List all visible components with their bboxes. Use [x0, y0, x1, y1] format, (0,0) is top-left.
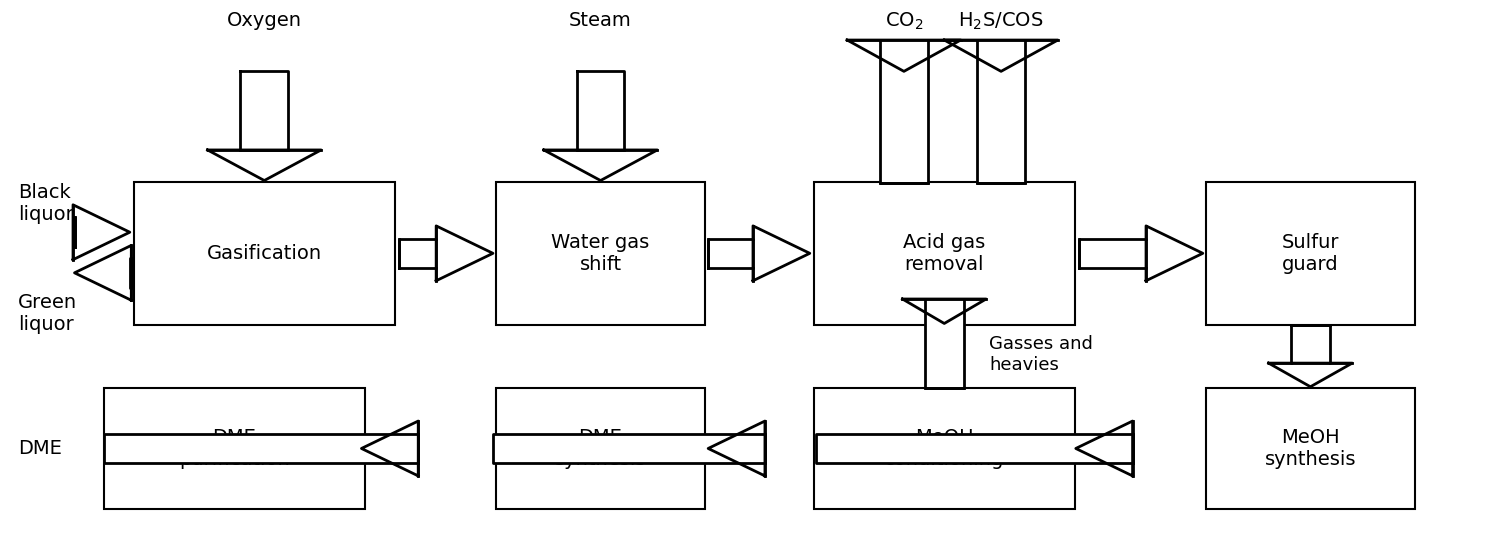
Bar [496, 182, 705, 325]
Text: Gasification: Gasification [207, 244, 322, 263]
Polygon shape [708, 421, 765, 476]
Polygon shape [1146, 226, 1203, 281]
Text: Water gas
shift: Water gas shift [552, 233, 650, 274]
Bar [134, 182, 394, 325]
Text: DME: DME [18, 439, 62, 458]
Polygon shape [576, 71, 624, 150]
Polygon shape [903, 299, 986, 324]
Bar [813, 388, 1076, 509]
Polygon shape [976, 40, 1024, 183]
Text: Gasses and
heavies: Gasses and heavies [988, 335, 1094, 374]
Polygon shape [1078, 239, 1146, 268]
Polygon shape [399, 239, 436, 268]
Polygon shape [753, 226, 810, 281]
Bar [1206, 182, 1414, 325]
Polygon shape [926, 299, 963, 388]
Bar [496, 388, 705, 509]
Polygon shape [945, 40, 1058, 71]
Polygon shape [1269, 363, 1353, 387]
Text: DME
synthesis: DME synthesis [555, 428, 646, 469]
Text: H$_2$S/COS: H$_2$S/COS [958, 11, 1044, 32]
Polygon shape [436, 226, 494, 281]
Text: MeOH
synthesis: MeOH synthesis [1264, 428, 1356, 469]
Polygon shape [74, 205, 130, 260]
Polygon shape [1076, 421, 1132, 476]
Bar [104, 388, 364, 509]
Polygon shape [207, 150, 321, 181]
Polygon shape [105, 434, 419, 463]
Text: Oxygen: Oxygen [226, 11, 302, 30]
Text: Steam: Steam [568, 11, 632, 30]
Polygon shape [847, 40, 960, 71]
Polygon shape [75, 245, 132, 300]
Bar [813, 182, 1076, 325]
Text: DME
purification: DME purification [178, 428, 290, 469]
Text: Green
liquor: Green liquor [18, 294, 76, 335]
Polygon shape [708, 239, 753, 268]
Text: MeOH
conditioning: MeOH conditioning [884, 428, 1005, 469]
Text: CO$_2$: CO$_2$ [885, 11, 922, 32]
Bar [1206, 388, 1414, 509]
Polygon shape [880, 40, 928, 183]
Polygon shape [544, 150, 657, 181]
Polygon shape [362, 421, 419, 476]
Text: Sulfur
guard: Sulfur guard [1281, 233, 1340, 274]
Polygon shape [494, 434, 765, 463]
Polygon shape [816, 434, 1132, 463]
Text: Acid gas
removal: Acid gas removal [903, 233, 986, 274]
Text: Black
liquor: Black liquor [18, 183, 74, 224]
Polygon shape [1292, 325, 1330, 363]
Polygon shape [240, 71, 288, 150]
